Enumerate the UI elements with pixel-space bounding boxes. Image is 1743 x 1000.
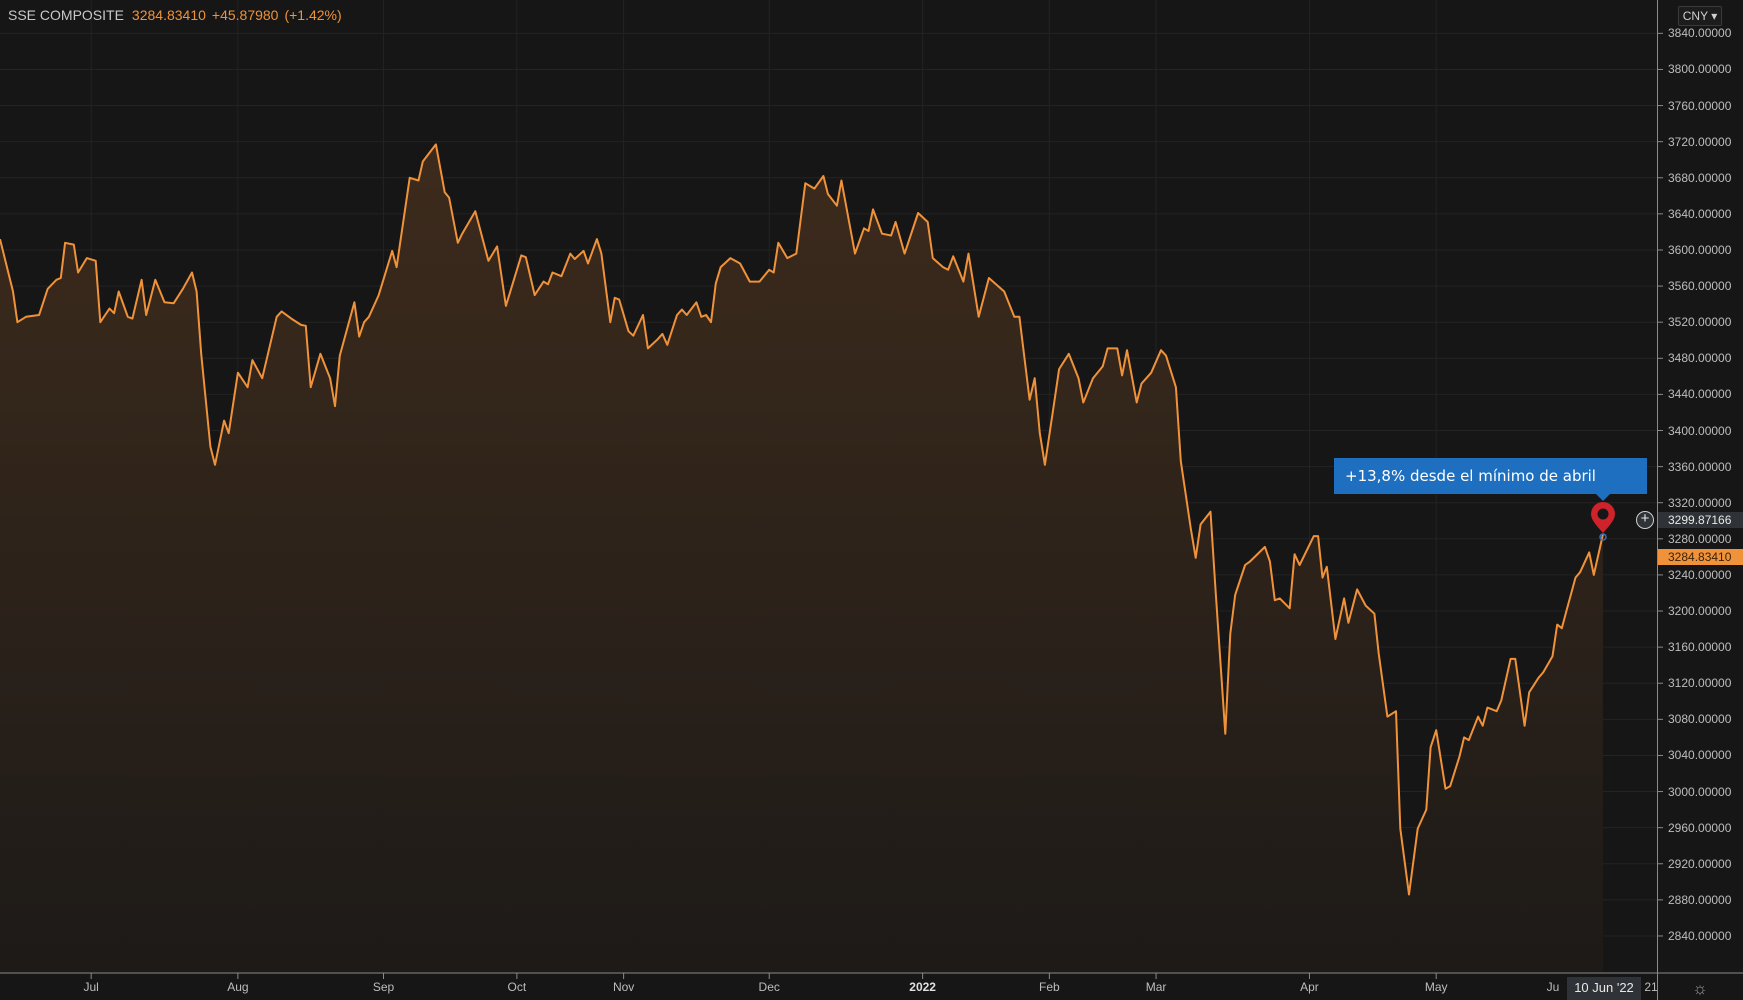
y-tick-label: 3680.00000 <box>1668 170 1732 185</box>
x-tick-label: Dec <box>758 980 780 994</box>
y-tick-label: 3800.00000 <box>1668 62 1732 77</box>
price-change: +45.87980 <box>211 7 279 23</box>
y-tick-label: 3400.00000 <box>1668 423 1732 438</box>
y-tick-label: 3320.00000 <box>1668 495 1732 510</box>
map-pin-icon[interactable] <box>1591 502 1615 541</box>
y-tick-label: 3600.00000 <box>1668 242 1732 257</box>
annotation-callout[interactable]: +13,8% desde el mínimo de abril <box>1334 458 1647 501</box>
x-tick-label: Sep <box>372 980 395 994</box>
last-price-label: 3284.83410 <box>1658 549 1743 565</box>
y-tick-label: 3440.00000 <box>1668 387 1732 402</box>
y-tick-label: 3720.00000 <box>1668 134 1732 149</box>
price-line <box>0 143 1604 896</box>
y-tick-label: 3480.00000 <box>1668 351 1732 366</box>
last-price: 3284.83410 <box>131 7 206 23</box>
x-tick-label: Feb <box>1039 980 1060 994</box>
plus-circle-icon[interactable]: + <box>1636 511 1654 529</box>
area-fill <box>0 144 1603 973</box>
y-tick-label: 3080.00000 <box>1668 712 1732 727</box>
y-tick-label: 2880.00000 <box>1668 892 1732 907</box>
y-tick-label: 3240.00000 <box>1668 567 1732 582</box>
gear-icon[interactable]: ☼ <box>1692 979 1708 998</box>
y-tick-label: 3640.00000 <box>1668 206 1732 221</box>
x-tick-label: May <box>1424 980 1448 994</box>
y-tick-label: 2840.00000 <box>1668 928 1732 943</box>
x-tick-label-partial: Ju <box>1546 980 1560 994</box>
currency-dropdown[interactable]: CNY ▾ <box>1678 6 1722 26</box>
y-tick-label: 2920.00000 <box>1668 856 1732 871</box>
x-tick-label: Oct <box>507 980 527 994</box>
y-tick-label: 3280.00000 <box>1668 531 1732 546</box>
price-change-percent: (+1.42%) <box>284 7 342 23</box>
y-tick-label: 3360.00000 <box>1668 459 1732 474</box>
x-tick-label: Apr <box>1300 980 1319 994</box>
y-tick-label: 3000.00000 <box>1668 784 1732 799</box>
x-tick-label: Nov <box>612 980 635 994</box>
y-tick-label: 3840.00000 <box>1668 26 1732 41</box>
x-tick-label: Aug <box>227 980 249 994</box>
y-tick-label: 3120.00000 <box>1668 676 1732 691</box>
x-tick-label: 2022 <box>909 980 936 994</box>
y-tick-label: 3160.00000 <box>1668 640 1732 655</box>
y-tick-label: 3040.00000 <box>1668 748 1732 763</box>
crosshair-price-label: 3299.87166 <box>1658 512 1743 528</box>
symbol-name: SSE COMPOSITE <box>8 7 124 23</box>
y-tick-label: 3200.00000 <box>1668 604 1732 619</box>
y-tick-label: 3560.00000 <box>1668 279 1732 294</box>
x-tick-label: Mar <box>1145 980 1167 994</box>
y-tick-label: 2960.00000 <box>1668 820 1732 835</box>
x-tick-label: Jul <box>83 980 99 994</box>
y-tick-label: 3760.00000 <box>1668 98 1732 113</box>
symbol-header: SSE COMPOSITE 3284.83410 +45.87980 (+1.42%) <box>8 7 348 23</box>
x-tick-label-partial: 21 <box>1644 980 1658 994</box>
y-tick-label: 3520.00000 <box>1668 315 1732 330</box>
crosshair-date-label: 10 Jun '22 <box>1567 977 1641 1000</box>
